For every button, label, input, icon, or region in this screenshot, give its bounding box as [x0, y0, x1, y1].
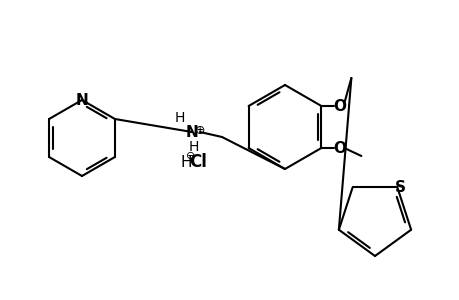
- Text: ⊕: ⊕: [194, 124, 205, 136]
- Text: S: S: [394, 180, 405, 195]
- Text: H: H: [188, 140, 199, 154]
- Text: N: N: [75, 92, 88, 107]
- Text: O: O: [332, 98, 345, 113]
- Text: O: O: [332, 140, 345, 155]
- Text: Cl: Cl: [189, 153, 207, 171]
- Text: ⊖: ⊖: [186, 151, 195, 161]
- Text: N: N: [185, 124, 198, 140]
- Text: H: H: [180, 154, 191, 169]
- Text: H: H: [174, 111, 185, 125]
